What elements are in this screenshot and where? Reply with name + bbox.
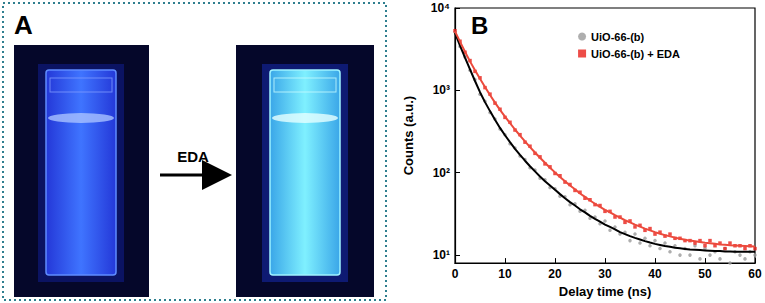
svg-text:B: B <box>471 12 488 39</box>
svg-text:10¹: 10¹ <box>433 248 450 262</box>
svg-text:Delay time (ns): Delay time (ns) <box>559 284 651 299</box>
svg-text:40: 40 <box>648 267 662 281</box>
svg-text:10⁴: 10⁴ <box>431 1 450 15</box>
svg-text:0: 0 <box>452 267 459 281</box>
svg-text:Counts (a.u.): Counts (a.u.) <box>401 96 416 175</box>
svg-text:10: 10 <box>498 267 512 281</box>
svg-text:50: 50 <box>698 267 712 281</box>
svg-text:A: A <box>14 10 33 40</box>
svg-text:20: 20 <box>548 267 562 281</box>
svg-text:EDA: EDA <box>177 148 209 165</box>
svg-text:10³: 10³ <box>433 83 450 97</box>
svg-text:60: 60 <box>748 267 762 281</box>
svg-text:30: 30 <box>598 267 612 281</box>
svg-text:UiO-66-(b) + EDA: UiO-66-(b) + EDA <box>591 48 680 60</box>
svg-text:UiO-66-(b): UiO-66-(b) <box>591 31 645 43</box>
svg-text:10²: 10² <box>433 166 450 180</box>
